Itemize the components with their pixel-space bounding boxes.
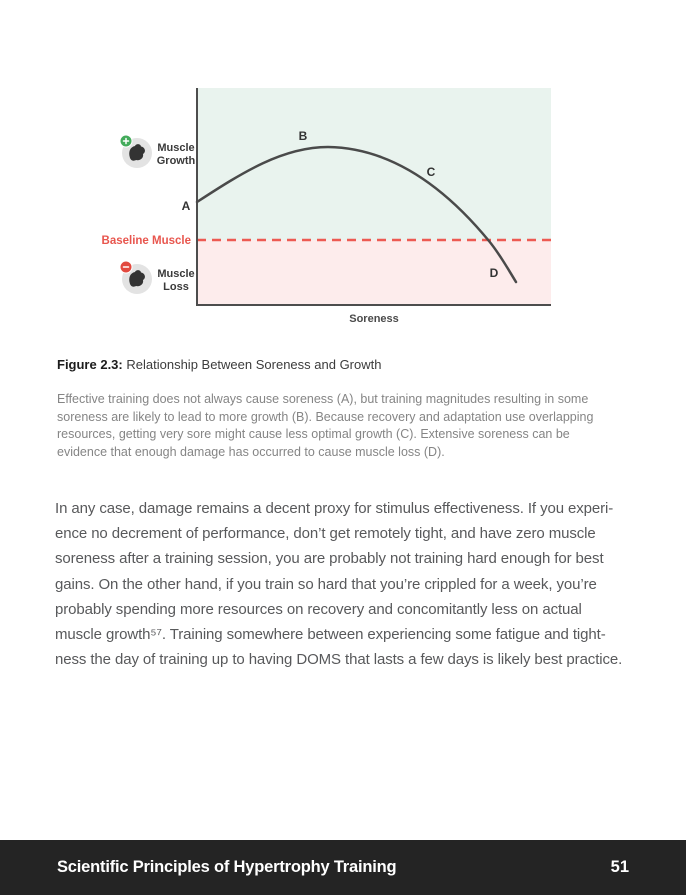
muscle-loss-label-line2: Loss xyxy=(163,281,189,293)
figure-caption-label: Figure 2.3: xyxy=(57,357,123,372)
body-line: ness the day of training up to having DO… xyxy=(55,651,623,669)
muscle-growth-label-line1: Muscle xyxy=(157,142,194,154)
bicep-icon xyxy=(129,270,145,287)
figure-caption-title: Relationship Between Soreness and Growth xyxy=(126,357,382,372)
body-line: muscle growth⁵⁷. Training somewhere betw… xyxy=(55,626,606,644)
body-line: ence no decrement of performance, don’t … xyxy=(55,525,596,543)
soreness-growth-chart: A B C D Soreness Baseline Muscle Muscle … xyxy=(102,88,551,325)
body-line: probably spending more resources on reco… xyxy=(55,600,582,618)
muscle-loss-label-line1: Muscle xyxy=(157,268,194,280)
figure-description-line: evidence that enough damage has occurred… xyxy=(57,444,445,459)
point-label-d: D xyxy=(490,266,499,280)
bicep-icon xyxy=(129,144,145,161)
figure-description-line: resources, getting very sore might cause… xyxy=(57,427,570,441)
point-label-c: C xyxy=(427,165,436,179)
body-line: soreness after a training session, you a… xyxy=(55,550,604,568)
footer-book-title: Scientific Principles of Hypertrophy Tra… xyxy=(57,858,397,876)
figure-description-line: soreness are likely to lead to more grow… xyxy=(57,409,594,424)
footer-page-number: 51 xyxy=(610,858,629,876)
body-line: gains. On the other hand, if you train s… xyxy=(55,575,597,593)
figure-caption: Figure 2.3: Relationship Between Sorenes… xyxy=(57,357,646,372)
muscle-growth-legend: Muscle Growth xyxy=(119,134,196,168)
point-label-a: A xyxy=(182,199,191,213)
plus-glyph xyxy=(122,137,130,145)
page-footer: Scientific Principles of Hypertrophy Tra… xyxy=(0,840,686,895)
figure-description: Effective training does not always cause… xyxy=(57,391,646,461)
muscle-loss-legend: Muscle Loss xyxy=(119,260,195,294)
muscle-growth-label-line2: Growth xyxy=(157,155,196,167)
growth-zone xyxy=(197,88,551,240)
baseline-label: Baseline Muscle xyxy=(102,235,191,247)
growth-curve xyxy=(195,145,518,284)
body-line: In any case, damage remains a decent pro… xyxy=(55,500,614,517)
loss-zone xyxy=(197,240,551,305)
point-label-b: B xyxy=(299,129,308,143)
x-axis-label: Soreness xyxy=(349,313,399,325)
figure-description-line: Effective training does not always cause… xyxy=(57,392,589,406)
body-paragraph: In any case, damage remains a decent pro… xyxy=(55,496,656,672)
